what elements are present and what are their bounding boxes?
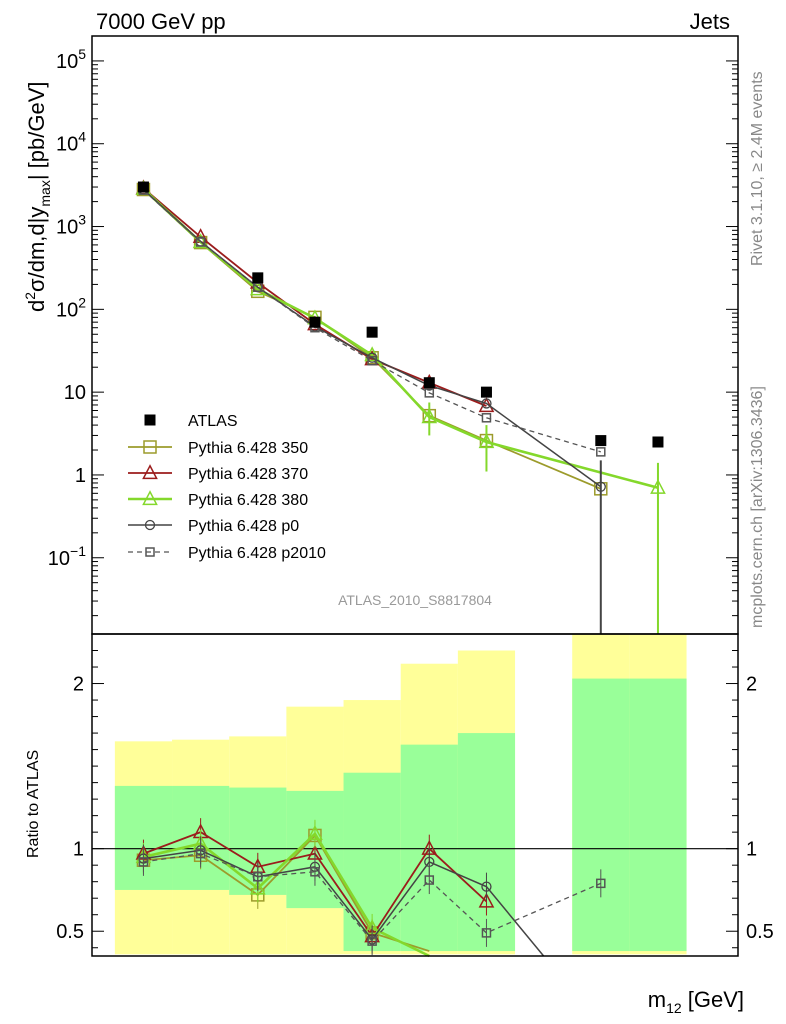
legend-marker-pythia-6-428-380 xyxy=(142,490,158,506)
legend-marker-pythia-6-428-p2010 xyxy=(145,547,155,557)
header-right: Jets xyxy=(690,9,730,34)
ratio-point-pythia-6-428-p2010 xyxy=(481,928,492,938)
ratio-tick-label-right: 2 xyxy=(746,674,757,696)
series-line-pythia-6-428-370 xyxy=(142,187,487,407)
point-atlas xyxy=(366,326,378,338)
ratio-point-pythia-6-428-p2010 xyxy=(424,875,435,885)
ratio-ylabel: Ratio to ATLAS xyxy=(25,750,42,858)
ratio-point-pythia-6-428-380 xyxy=(307,824,323,840)
band-green xyxy=(457,733,516,952)
point-atlas xyxy=(652,436,664,448)
legend-label-atlas: ATLAS xyxy=(188,413,238,430)
point-atlas xyxy=(309,316,321,328)
watermark: ATLAS_2010_S8817804 xyxy=(338,592,492,608)
point-pythia-6-428-p2010 xyxy=(481,413,492,423)
legend-label-pythia-6-428-p0: Pythia 6.428 p0 xyxy=(188,518,299,535)
legend-label-pythia-6-428-380: Pythia 6.428 380 xyxy=(188,492,308,509)
legend-label-pythia-6-428-370: Pythia 6.428 370 xyxy=(188,466,308,483)
ratio-point-pythia-6-428-370 xyxy=(478,892,495,908)
point-pythia-6-428-p2010 xyxy=(367,355,377,366)
point-atlas xyxy=(480,386,492,398)
point-pythia-6-428-p0 xyxy=(481,398,492,409)
ratio-line-pythia-6-428-p0 xyxy=(143,849,545,957)
y-tick-label: 104 xyxy=(56,129,86,156)
header-left: 7000 GeV pp xyxy=(96,9,226,34)
band-green xyxy=(629,678,687,952)
point-atlas xyxy=(423,377,435,389)
ratio-tick-label-right: 0.5 xyxy=(746,921,774,943)
ratio-point-pythia-6-428-380 xyxy=(249,879,266,895)
ratio-point-pythia-6-428-p0 xyxy=(481,881,492,892)
y-tick-label: 103 xyxy=(56,212,86,239)
y-tick-label: 10 xyxy=(64,382,86,404)
ratio-line-pythia-6-428-380 xyxy=(143,831,430,958)
band-green xyxy=(572,678,630,952)
point-pythia-6-428-p2010 xyxy=(195,237,206,247)
ratio-line-pythia-6-428-350 xyxy=(143,833,430,952)
series-line-pythia-6-428-p2010 xyxy=(143,189,601,453)
legend-label-pythia-6-428-350: Pythia 6.428 350 xyxy=(188,440,308,457)
ratio-point-pythia-6-428-p2010 xyxy=(138,857,149,867)
y-tick-label: 1 xyxy=(75,465,86,487)
ratio-point-pythia-6-428-p2010 xyxy=(253,871,263,882)
y-tick-label: 102 xyxy=(56,294,86,321)
main-ylabel: d2σ/dm,d|ymax| [pb/GeV] xyxy=(22,82,53,312)
x-axis-label: m12 [GeV] xyxy=(648,987,744,1016)
legend-label-pythia-6-428-p2010: Pythia 6.428 p2010 xyxy=(188,545,326,562)
y-tick-label: 105 xyxy=(56,46,86,73)
ratio-point-pythia-6-428-p2010 xyxy=(596,878,606,889)
point-atlas xyxy=(595,435,607,447)
series-line-pythia-6-428-p0 xyxy=(142,188,602,488)
legend-marker-pythia-6-428-370 xyxy=(142,464,158,480)
legend-marker-atlas xyxy=(144,414,156,426)
point-atlas xyxy=(252,272,264,284)
ratio-point-pythia-6-428-p2010 xyxy=(310,867,320,877)
ratio-tick-label-left: 1 xyxy=(73,839,84,861)
ratio-plot-frame xyxy=(91,633,739,957)
ratio-tick-label-left: 2 xyxy=(73,674,84,696)
legend-marker-pythia-6-428-p0 xyxy=(144,519,156,531)
mcplots-label: mcplots.cern.ch [arXiv:1306.3436] xyxy=(749,386,766,628)
ratio-tick-label-left: 0.5 xyxy=(56,921,84,943)
point-atlas xyxy=(137,181,149,193)
rivet-label: Rivet 3.1.10, ≥ 2.4M events xyxy=(749,71,766,266)
ratio-point-pythia-6-428-p2010 xyxy=(195,848,206,859)
ratio-line-pythia-6-428-p2010 xyxy=(143,852,602,943)
point-pythia-6-428-p2010 xyxy=(424,388,435,398)
ratio-tick-label-right: 1 xyxy=(746,839,757,861)
legend-marker-pythia-6-428-350 xyxy=(143,440,157,454)
ratio-point-pythia-6-428-p2010 xyxy=(367,936,377,946)
point-pythia-6-428-p2010 xyxy=(596,447,606,457)
y-tick-label: 10−1 xyxy=(48,543,86,570)
legend: ATLAS Pythia 6.428 350 Pythia 6.428 370 Pyt… xyxy=(128,413,326,562)
